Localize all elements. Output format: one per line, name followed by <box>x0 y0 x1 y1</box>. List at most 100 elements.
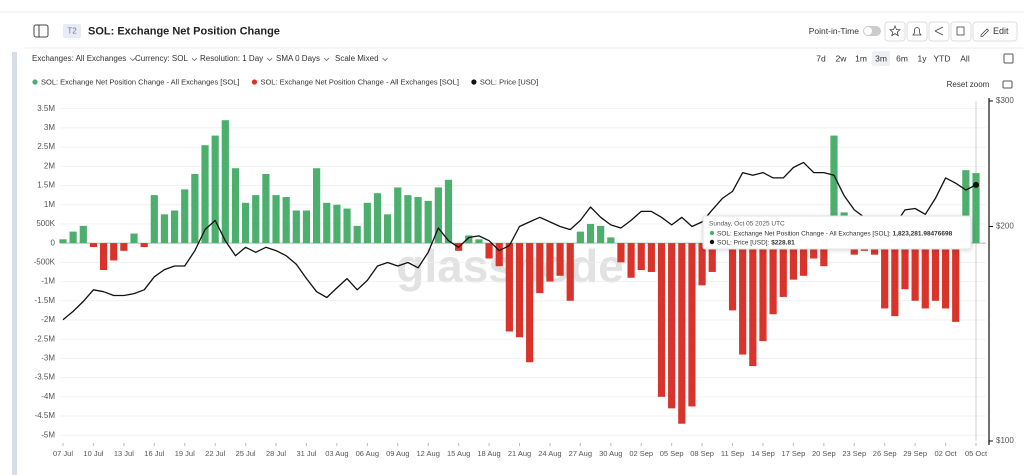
x-tick-label: 05 Oct <box>965 449 988 458</box>
bar <box>231 168 240 244</box>
bar <box>444 179 453 244</box>
calendar-icon[interactable] <box>1003 53 1014 64</box>
tooltip-value: 1,823,281.98476698 <box>893 230 953 237</box>
filter-dropdown[interactable]: Exchanges: All Exchanges <box>32 54 126 63</box>
edit-button[interactable] <box>972 21 1018 42</box>
bar <box>130 233 138 244</box>
badge: T2 <box>67 27 77 36</box>
bar <box>536 243 544 294</box>
bar <box>637 243 645 271</box>
point-in-time-label: Point-in-Time <box>809 26 859 36</box>
bar <box>110 243 118 261</box>
bar <box>201 145 209 244</box>
bar <box>728 243 737 311</box>
bar <box>586 223 595 244</box>
tooltip: Sunday, Oct 05 2025 UTC SOL: Exchange Net… <box>702 215 972 250</box>
x-tick-label: 07 Jul <box>53 449 73 458</box>
filter-dropdown[interactable]: SMA 0 Days <box>276 54 320 63</box>
y-tick-label: -3.5M <box>35 373 56 382</box>
x-tick-label: 05 Sep <box>660 449 684 458</box>
copy-button[interactable] <box>950 21 972 42</box>
y-tick-label: -2.5M <box>35 334 56 343</box>
bar <box>363 202 371 244</box>
range-button[interactable]: 7d <box>816 53 826 63</box>
bar <box>292 210 300 244</box>
bar <box>526 243 534 363</box>
bar <box>546 243 554 282</box>
bar <box>99 243 108 271</box>
bar <box>708 243 716 272</box>
bar <box>242 202 250 244</box>
bar <box>759 243 767 342</box>
y-tick-label: 2M <box>44 161 55 170</box>
star-button[interactable] <box>884 21 906 42</box>
bar <box>323 202 331 244</box>
dropdown-caret <box>266 57 273 62</box>
bar <box>952 243 960 322</box>
y-tick-label: -5M <box>41 430 55 439</box>
bar <box>404 195 412 244</box>
range-button[interactable]: All <box>960 53 970 63</box>
bar <box>962 170 970 244</box>
filter-dropdown[interactable]: Scale Mixed <box>335 54 379 63</box>
bar <box>597 225 605 244</box>
range-button[interactable]: 3m <box>875 53 887 63</box>
camera-icon[interactable] <box>1002 80 1013 89</box>
bar <box>262 173 270 244</box>
bar <box>515 243 524 338</box>
bar <box>617 243 625 263</box>
hover-marker <box>973 181 979 188</box>
x-tick-label: 10 Jul <box>83 449 103 458</box>
share-icon <box>934 26 944 36</box>
tooltip-dot <box>709 230 715 236</box>
y-tick-label: 500K <box>36 219 55 228</box>
bell-icon <box>912 27 922 36</box>
badge-bg <box>63 24 81 38</box>
range-button[interactable]: 2w <box>836 53 848 63</box>
legend-marker <box>471 79 477 85</box>
bar <box>972 173 980 244</box>
edit-icon <box>980 28 990 37</box>
panel-icon[interactable] <box>33 24 49 38</box>
legend-label[interactable]: SOL: Exchange Net Position Change - All … <box>41 77 239 86</box>
tooltip-value: $228.81 <box>771 239 795 246</box>
bar <box>607 237 615 244</box>
tooltip-row: SOL: Exchange Net Position Change - All … <box>717 230 953 237</box>
bar <box>881 243 889 309</box>
bar <box>120 243 128 251</box>
x-tick-label: 27 Aug <box>569 449 592 458</box>
bar <box>779 243 787 297</box>
bar <box>69 231 77 244</box>
dropdown-caret <box>191 57 198 62</box>
x-tick-label: 18 Aug <box>477 449 500 458</box>
tooltip-date: Sunday, Oct 05 2025 UTC <box>709 221 785 228</box>
filter-dropdown[interactable]: Resolution: 1 Day <box>200 54 263 63</box>
bell-button[interactable] <box>906 21 928 42</box>
range-button[interactable]: YTD <box>934 53 951 63</box>
bar <box>810 243 818 259</box>
dropdown-caret <box>382 57 388 62</box>
x-tick-label: 28 Jul <box>266 449 286 458</box>
legend-label[interactable]: SOL: Price [USD] <box>480 77 538 86</box>
y-tick-label: 1M <box>44 200 55 209</box>
y-tick-label: 3.5M <box>37 104 55 113</box>
bar <box>191 173 199 244</box>
bar <box>941 243 950 309</box>
bar <box>799 243 808 276</box>
reset-zoom[interactable]: Reset zoom <box>947 80 990 89</box>
range-button[interactable]: 6m <box>896 53 908 63</box>
range-button[interactable]: 1y <box>918 53 928 63</box>
x-tick-label: 26 Sep <box>873 449 897 458</box>
bar <box>211 135 219 244</box>
legend-label[interactable]: SOL: Exchange Net Position Change - All … <box>260 77 458 86</box>
x-tick-label: 25 Jul <box>236 449 256 458</box>
filter-dropdown[interactable]: Currency: SOL <box>135 54 188 63</box>
bar <box>678 243 686 424</box>
bar <box>668 243 676 409</box>
x-tick-label: 06 Aug <box>356 449 379 458</box>
y-tick-label: -1M <box>41 277 55 286</box>
range-active <box>872 51 890 66</box>
range-button[interactable]: 1m <box>855 53 867 63</box>
share-button[interactable] <box>928 21 950 42</box>
x-tick-label: 08 Sep <box>690 449 714 458</box>
